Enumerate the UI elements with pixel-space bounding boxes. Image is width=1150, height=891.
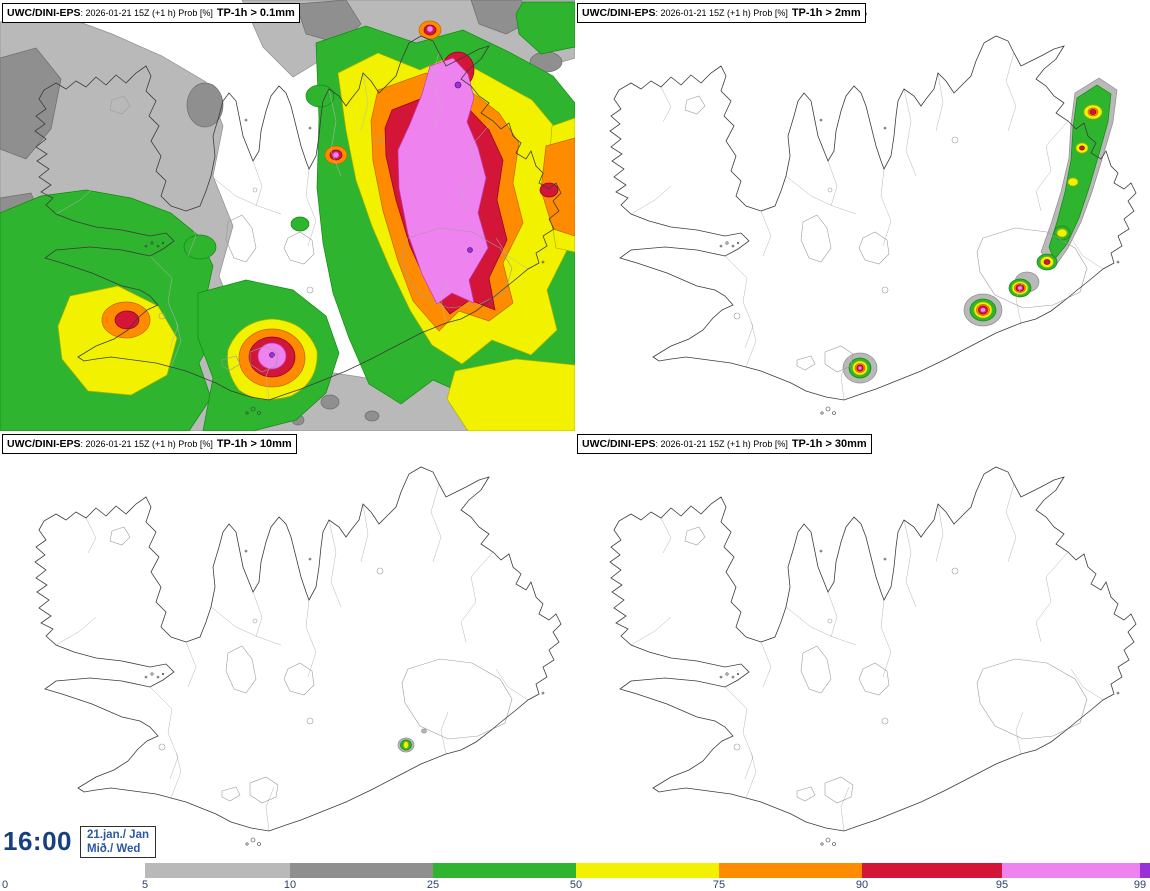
iceland-map-svg [0, 0, 575, 431]
colorbar-label: 90 [855, 879, 869, 891]
colorbar-label: 75 [712, 879, 726, 891]
iceland-map-svg [575, 0, 1150, 431]
colorbar-segment [576, 863, 719, 878]
valid-date-line2: Mið./ Wed [87, 843, 141, 855]
model-name: UWC/DINI-EPS [7, 7, 81, 19]
map-panel-tp-30mm: UWC/DINI-EPS: 2026-01-21 15Z (+1 h) Prob… [575, 431, 1150, 862]
colorbar-segment [1002, 863, 1140, 878]
panel-title: UWC/DINI-EPS: 2026-01-21 15Z (+1 h) Prob… [577, 434, 872, 454]
map-panel-tp-0p1mm: UWC/DINI-EPS: 2026-01-21 15Z (+1 h) Prob… [0, 0, 575, 431]
run-info: : 2026-01-21 15Z (+1 h) Prob [%] [80, 8, 213, 18]
run-info: : 2026-01-21 15Z (+1 h) Prob [%] [655, 8, 788, 18]
probability-field [0, 0, 575, 431]
colorbar-segment [1140, 863, 1150, 878]
iceland-map [575, 0, 1150, 431]
model-name: UWC/DINI-EPS [7, 438, 81, 450]
probability-field [397, 728, 427, 753]
colorbar-label: 25 [426, 879, 440, 891]
iceland-map-svg [575, 431, 1150, 862]
valid-time-clock: 16:00 [3, 826, 72, 856]
run-info: : 2026-01-21 15Z (+1 h) Prob [%] [655, 439, 788, 449]
colorbar-segment [433, 863, 576, 878]
run-info: : 2026-01-21 15Z (+1 h) Prob [%] [80, 439, 213, 449]
colorbar-segment [145, 863, 290, 878]
colorbar-segment [862, 863, 1002, 878]
valid-time: 16:00 21.jan./ Jan Mið./ Wed [3, 823, 157, 859]
valid-date-line1: 21.jan./ Jan [87, 829, 150, 841]
coastline [609, 466, 1137, 832]
colorbar-segment [719, 863, 862, 878]
iceland-map-svg [0, 431, 575, 862]
colorbar-label: 10 [283, 879, 297, 891]
map-panel-tp-10mm: UWC/DINI-EPS: 2026-01-21 15Z (+1 h) Prob… [0, 431, 575, 862]
threshold-label: TP-1h > 0.1mm [216, 7, 295, 19]
threshold-label: TP-1h > 30mm [791, 438, 867, 450]
valid-date-box: 21.jan./ Jan Mið./ Wed [80, 826, 157, 858]
coastline [34, 466, 562, 832]
panel-title: UWC/DINI-EPS: 2026-01-21 15Z (+1 h) Prob… [2, 434, 297, 454]
colorbar-strip [145, 863, 1150, 878]
panel-title: UWC/DINI-EPS: 2026-01-21 15Z (+1 h) Prob… [2, 3, 300, 23]
colorbar-label: 50 [569, 879, 583, 891]
coastline [34, 35, 562, 401]
colorbar-label: 99 [1133, 879, 1147, 891]
probability-colorbar: 0 5 10 25 50 75 90 95 99 [0, 862, 1150, 891]
model-name: UWC/DINI-EPS [582, 438, 656, 450]
probability-field [842, 77, 1118, 384]
model-name: UWC/DINI-EPS [582, 7, 656, 19]
iceland-map [0, 431, 575, 862]
colorbar-label: 0 [2, 879, 9, 891]
map-panel-tp-2mm: UWC/DINI-EPS: 2026-01-21 15Z (+1 h) Prob… [575, 0, 1150, 431]
colorbar-segment [290, 863, 433, 878]
colorbar-label: 95 [995, 879, 1009, 891]
threshold-label: TP-1h > 10mm [216, 438, 292, 450]
iceland-map [0, 0, 575, 431]
coastline [609, 35, 1137, 401]
colorbar-label: 5 [141, 879, 149, 891]
threshold-label: TP-1h > 2mm [791, 7, 861, 19]
iceland-map [575, 431, 1150, 862]
panel-title: UWC/DINI-EPS: 2026-01-21 15Z (+1 h) Prob… [577, 3, 866, 23]
